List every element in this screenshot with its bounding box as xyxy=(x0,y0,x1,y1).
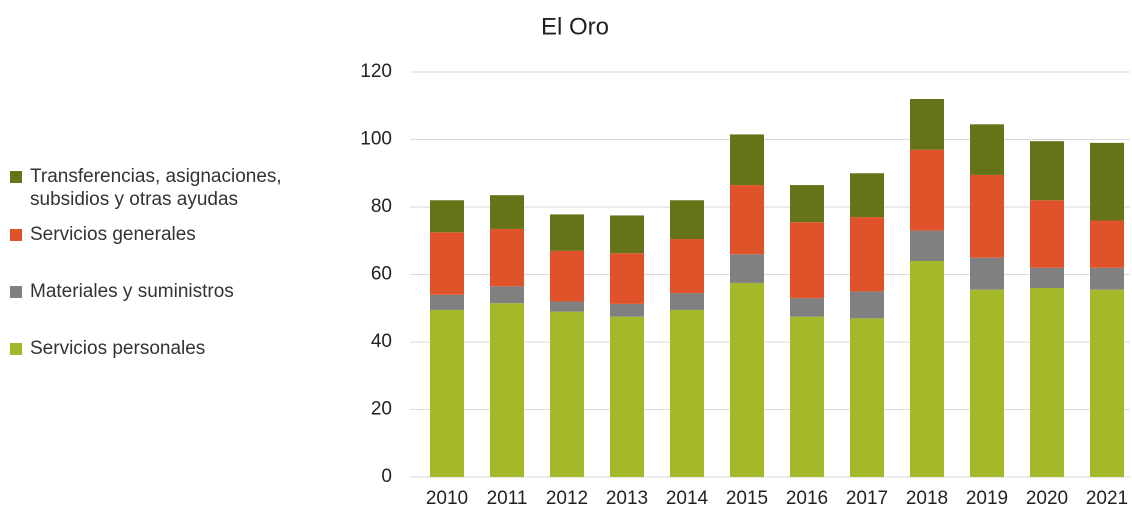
bar-segment xyxy=(790,185,824,223)
bar-segment xyxy=(910,149,944,231)
y-tick-label: 60 xyxy=(371,264,392,285)
bar-segment xyxy=(430,294,464,310)
legend: Transferencias, asignaciones, subsidios … xyxy=(10,165,340,360)
bar-segment xyxy=(910,261,944,477)
x-tick-label: 2020 xyxy=(1026,488,1068,509)
bar-segment xyxy=(550,301,584,312)
bar-segment xyxy=(490,303,524,477)
legend-swatch xyxy=(10,229,22,241)
x-tick-label: 2016 xyxy=(786,488,828,509)
bar-segment xyxy=(850,173,884,218)
legend-label: Servicios personales xyxy=(30,338,206,359)
x-tick-label: 2021 xyxy=(1086,488,1128,509)
x-tick-label: 2014 xyxy=(666,488,709,509)
bar-segment xyxy=(970,289,1004,477)
bar-segment xyxy=(790,298,824,317)
bar-segment xyxy=(610,215,644,254)
legend-label: Transferencias, asignaciones, subsidios … xyxy=(30,166,282,210)
bar-segment xyxy=(490,286,524,304)
y-tick-label: 0 xyxy=(381,466,392,487)
y-tick-label: 20 xyxy=(371,399,392,420)
legend-item: Materiales y suministros xyxy=(10,280,340,303)
bar-segment xyxy=(610,316,644,477)
legend-label: Materiales y suministros xyxy=(30,281,234,302)
x-tick-label: 2011 xyxy=(487,488,528,509)
legend-item: Servicios personales xyxy=(10,337,340,360)
bar-segment xyxy=(490,195,524,229)
bar-segment xyxy=(1030,200,1064,268)
bar-segment xyxy=(610,303,644,317)
bar-segment xyxy=(670,293,704,310)
bar-segment xyxy=(970,174,1004,258)
x-tick-label: 2010 xyxy=(426,488,468,509)
chart-title: El Oro xyxy=(541,13,609,40)
bar-segment xyxy=(1090,142,1124,221)
bar-segment xyxy=(490,228,524,287)
bar-segment xyxy=(1030,141,1064,201)
legend-swatch xyxy=(10,286,22,298)
bar-segment xyxy=(1090,220,1124,268)
y-tick-label: 100 xyxy=(360,129,392,150)
bar-segment xyxy=(910,230,944,261)
bar-segment xyxy=(610,253,644,304)
bar-segment xyxy=(670,309,704,477)
bar-segment xyxy=(430,309,464,477)
bar-segment xyxy=(790,316,824,477)
legend-item: Transferencias, asignaciones, subsidios … xyxy=(10,165,340,211)
x-tick-label: 2017 xyxy=(846,488,888,509)
bar-segment xyxy=(1030,288,1064,477)
x-tick-label: 2018 xyxy=(906,488,948,509)
bar-segment xyxy=(670,239,704,294)
bar-segment xyxy=(550,250,584,302)
bar-segment xyxy=(670,200,704,240)
y-tick-label: 80 xyxy=(371,196,392,217)
legend-item: Servicios generales xyxy=(10,223,340,246)
bar-segment xyxy=(970,257,1004,290)
bar-segment xyxy=(1090,267,1124,290)
bar-segment xyxy=(790,222,824,299)
bar-segment xyxy=(1090,289,1124,477)
bar-segment xyxy=(1030,267,1064,288)
x-tick-label: 2019 xyxy=(966,488,1008,509)
x-tick-label: 2012 xyxy=(546,488,588,509)
bar-segment xyxy=(730,282,764,477)
bar-segment xyxy=(850,291,884,319)
y-tick-label: 40 xyxy=(371,331,392,352)
bar-segment xyxy=(730,254,764,283)
bar-segment xyxy=(910,99,944,150)
bar-segment xyxy=(550,311,584,477)
bar-segment xyxy=(430,232,464,295)
bar-segment xyxy=(970,124,1004,175)
bar-segment xyxy=(850,318,884,477)
bar-segment xyxy=(850,217,884,292)
legend-label: Servicios generales xyxy=(30,224,196,245)
legend-swatch xyxy=(10,171,22,183)
y-tick-label: 120 xyxy=(360,61,392,82)
legend-swatch xyxy=(10,343,22,355)
x-tick-label: 2013 xyxy=(606,488,648,509)
bar-segment xyxy=(730,134,764,186)
bar-segment xyxy=(430,200,464,233)
x-tick-label: 2015 xyxy=(726,488,768,509)
bar-segment xyxy=(550,214,584,251)
bar-segment xyxy=(730,185,764,255)
